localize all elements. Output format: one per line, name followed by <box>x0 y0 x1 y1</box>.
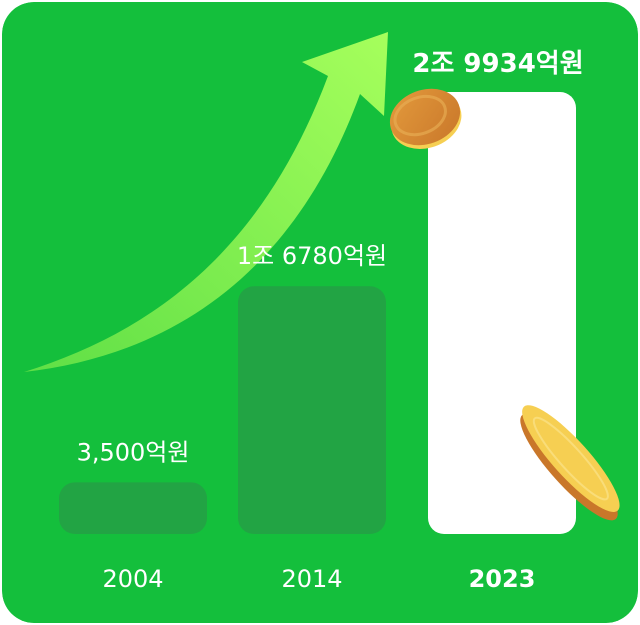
category-label-2014: 2014 <box>281 565 342 593</box>
category-label-2004: 2004 <box>102 565 163 593</box>
category-label-2023: 2023 <box>469 565 536 593</box>
coin-icon <box>520 405 620 521</box>
bar-2004 <box>59 482 207 534</box>
bar-2014 <box>238 286 386 534</box>
up-trend-arrow-icon <box>24 32 388 372</box>
value-label-2023: 2조 9934억원 <box>412 49 583 79</box>
coin-icon <box>389 88 462 149</box>
value-label-2014: 1조 6780억원 <box>237 242 387 270</box>
value-label-2004: 3,500억원 <box>77 438 190 466</box>
